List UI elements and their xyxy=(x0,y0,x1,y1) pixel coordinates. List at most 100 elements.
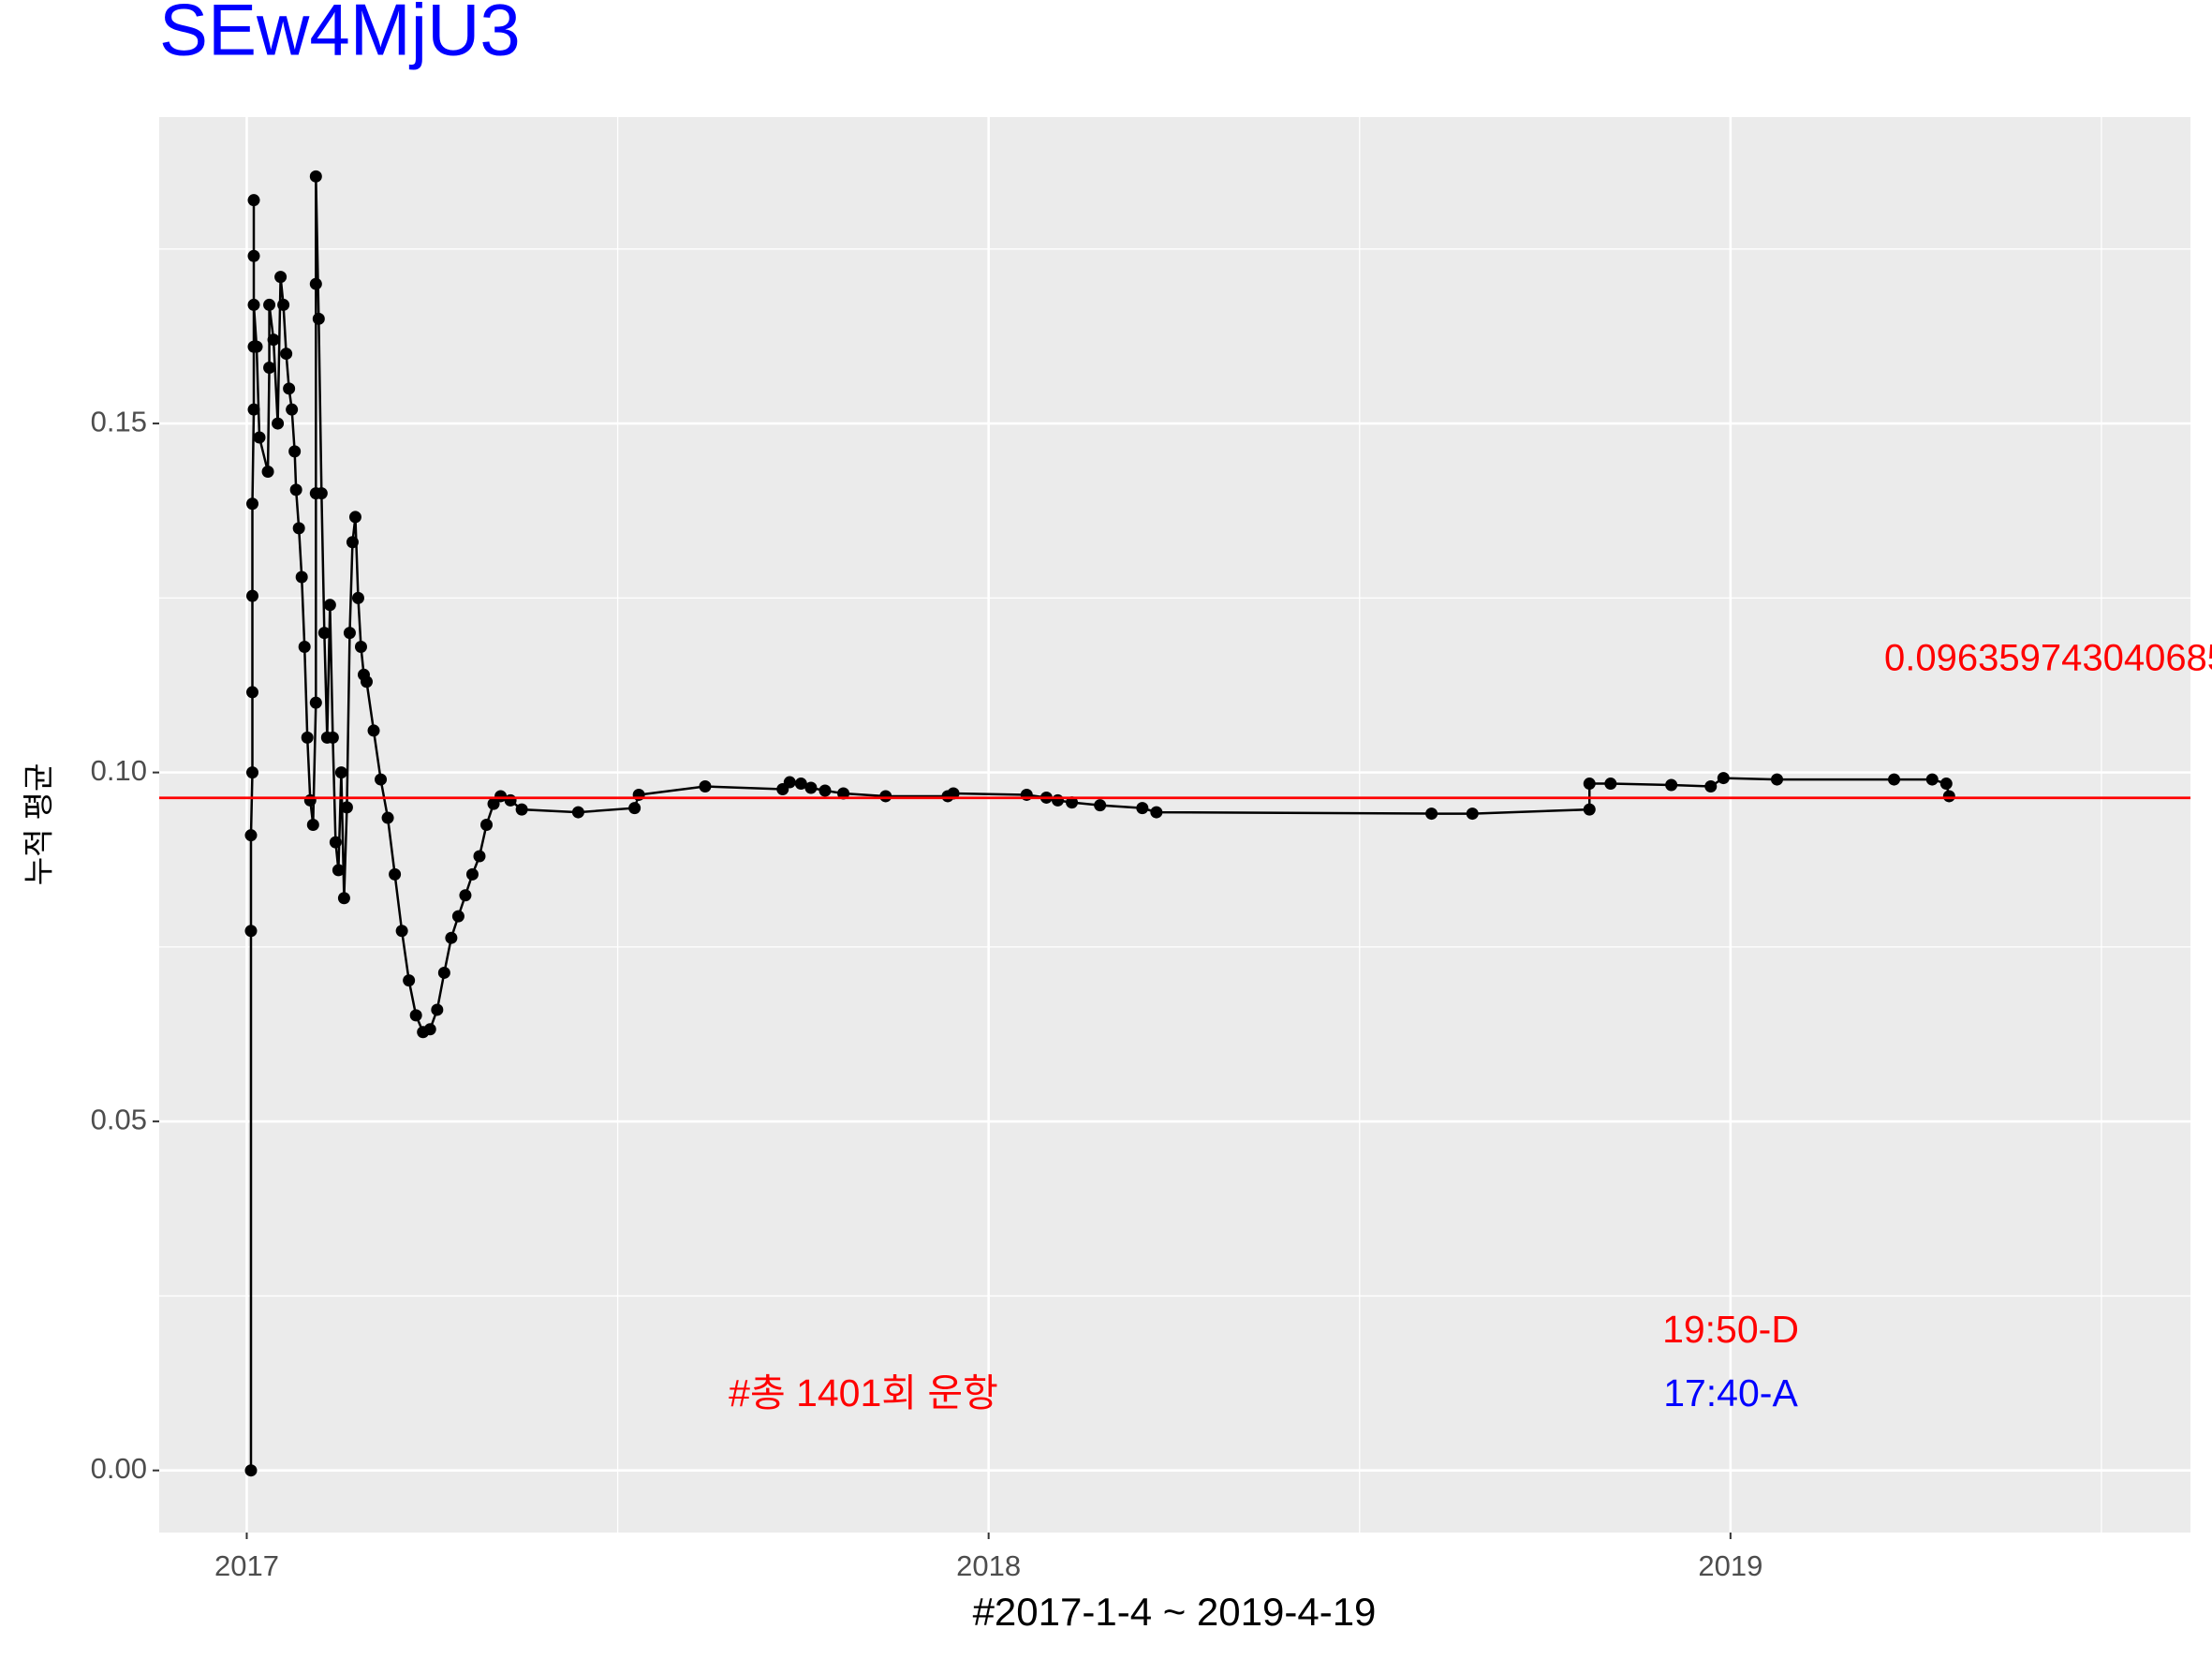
data-point xyxy=(303,793,317,807)
data-point xyxy=(628,802,641,815)
data-point xyxy=(309,696,322,709)
data-point xyxy=(315,487,328,500)
data-point xyxy=(487,797,500,810)
data-point xyxy=(250,340,263,353)
plot-background xyxy=(159,117,2190,1533)
data-point xyxy=(309,170,322,183)
data-point xyxy=(247,194,260,207)
data-point xyxy=(480,819,494,831)
data-point xyxy=(879,790,892,803)
data-point xyxy=(465,867,479,881)
data-point xyxy=(381,811,394,824)
data-point xyxy=(253,431,266,444)
annotation: 17:40-A xyxy=(1663,1371,1798,1415)
data-point xyxy=(245,497,258,511)
x-tick-label: 2018 xyxy=(956,1549,1021,1582)
data-point xyxy=(504,793,517,807)
data-point xyxy=(326,731,339,744)
data-point xyxy=(334,766,347,779)
data-point xyxy=(1942,790,1955,803)
data-point xyxy=(288,445,302,458)
data-point xyxy=(274,271,288,284)
data-point xyxy=(323,599,336,612)
data-point xyxy=(423,1023,436,1036)
data-point xyxy=(244,925,258,938)
data-point xyxy=(244,829,258,842)
data-point xyxy=(298,641,311,654)
data-point xyxy=(295,570,308,584)
data-point xyxy=(245,766,258,779)
x-tick-label: 2017 xyxy=(214,1549,279,1582)
data-point xyxy=(1665,778,1678,792)
data-point xyxy=(263,361,276,374)
data-point xyxy=(244,1464,258,1477)
data-point xyxy=(1583,778,1596,791)
data-point xyxy=(261,465,274,478)
data-point xyxy=(306,819,319,831)
data-point xyxy=(354,641,367,654)
data-point xyxy=(794,778,807,791)
data-point xyxy=(1466,807,1479,821)
data-point xyxy=(348,511,361,524)
data-point xyxy=(1888,773,1901,786)
data-point xyxy=(1150,806,1163,819)
data-point xyxy=(1066,796,1079,809)
y-axis-title: 누적 평균 xyxy=(22,763,56,886)
reference-label: 0.0963597430406852 xyxy=(1884,638,2212,679)
data-point xyxy=(947,787,960,800)
data-point xyxy=(1583,803,1596,816)
data-point xyxy=(309,277,322,290)
data-point xyxy=(459,889,472,902)
data-point xyxy=(317,627,331,640)
data-point xyxy=(375,773,388,786)
data-point xyxy=(1717,772,1730,785)
annotation: #총 1401회 운항 xyxy=(729,1371,998,1415)
data-point xyxy=(245,589,258,602)
data-point xyxy=(263,298,276,311)
y-tick-label: 0.00 xyxy=(91,1452,147,1485)
data-point xyxy=(395,925,408,938)
data-point xyxy=(818,784,832,797)
data-point xyxy=(1604,778,1617,791)
data-point xyxy=(247,249,260,262)
data-point xyxy=(329,836,342,849)
chart-title: SEw4MjU3 xyxy=(159,0,521,71)
data-point xyxy=(267,333,280,347)
data-point xyxy=(340,801,353,814)
data-point xyxy=(437,966,450,979)
data-point xyxy=(783,776,796,789)
data-point xyxy=(292,522,305,535)
data-point xyxy=(367,724,380,737)
annotation: 19:50-D xyxy=(1662,1308,1799,1351)
y-tick-label: 0.10 xyxy=(91,754,147,787)
data-point xyxy=(1425,807,1438,821)
data-point xyxy=(343,627,356,640)
data-point xyxy=(451,910,465,923)
data-point xyxy=(1771,773,1784,786)
data-point xyxy=(1051,793,1064,807)
data-point xyxy=(247,403,260,416)
data-point xyxy=(301,731,314,744)
data-point xyxy=(804,781,818,794)
data-point xyxy=(280,348,293,361)
data-point xyxy=(699,780,712,793)
data-point xyxy=(1136,802,1149,815)
data-point xyxy=(1939,778,1953,791)
x-axis-title: #2017-1-4 ~ 2019-4-19 xyxy=(973,1590,1377,1634)
data-point xyxy=(389,867,402,881)
data-point xyxy=(286,403,299,416)
data-point xyxy=(332,864,345,877)
data-point xyxy=(1704,780,1718,793)
data-point xyxy=(272,417,285,430)
data-point xyxy=(1925,773,1939,786)
data-point xyxy=(247,298,260,311)
data-point xyxy=(473,850,486,863)
data-point xyxy=(277,298,290,311)
data-point xyxy=(289,483,302,496)
data-point xyxy=(837,787,850,800)
data-point xyxy=(1094,799,1107,812)
data-point xyxy=(431,1003,444,1016)
x-tick-label: 2019 xyxy=(1698,1549,1762,1582)
